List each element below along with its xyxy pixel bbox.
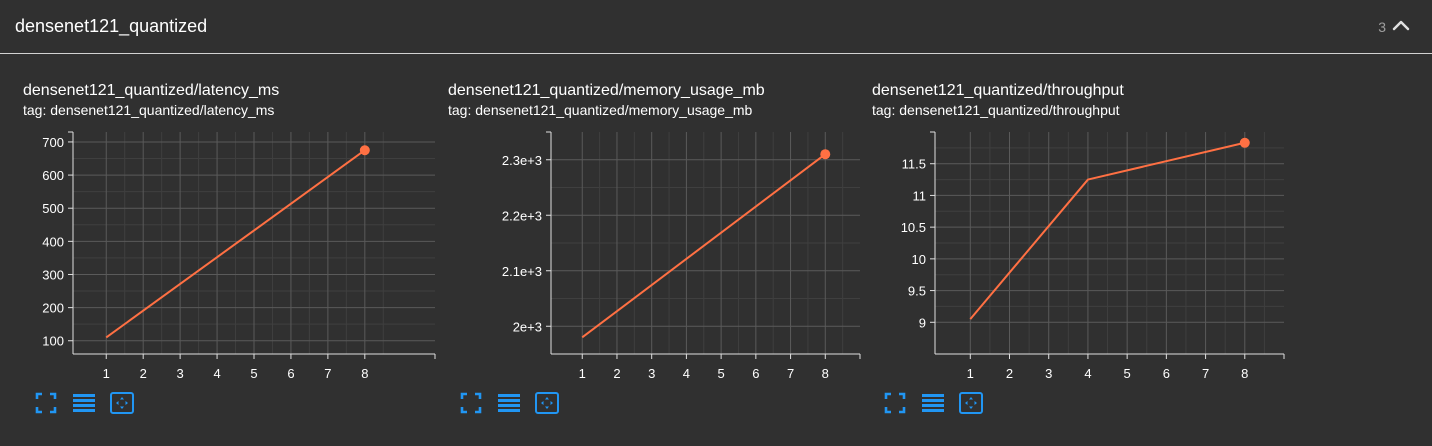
chart-latency: 100 200 300 400 500 600 700 1 2 3 4 5 6 7 8	[42, 131, 436, 381]
x-tick-label: 3	[648, 366, 655, 381]
x-tick-label: 1	[579, 366, 586, 381]
y-tick-label: 2.1e+3	[502, 264, 542, 279]
x-tick-label: 6	[1163, 366, 1170, 381]
y-tick-label: 2e+3	[513, 319, 542, 334]
x-tick-label: 2	[1006, 366, 1013, 381]
fit-domain-icon[interactable]	[109, 390, 135, 416]
chart-memory-usage: 2e+3 2.1e+3 2.2e+3 2.3e+3 1 2 3 4 5 6 7 8	[502, 131, 861, 381]
chart-card-latency: densenet121_quantized/latency_ms tag: de…	[23, 60, 443, 420]
series-line	[105, 149, 366, 339]
x-tick-label: 7	[787, 366, 794, 381]
x-tick-label: 3	[1045, 366, 1052, 381]
data-table-icon[interactable]	[71, 390, 97, 416]
card-tag: tag: densenet121_quantized/throughput	[872, 102, 1120, 118]
chevron-up-icon[interactable]	[1390, 15, 1412, 37]
series-line	[969, 141, 1246, 320]
fullscreen-icon[interactable]	[458, 390, 484, 416]
series-last-point[interactable]	[820, 149, 831, 160]
y-tick-label: 500	[42, 201, 64, 216]
y-tick-label: 11	[913, 188, 927, 203]
x-tick-label: 4	[683, 366, 690, 381]
chart-card-throughput: densenet121_quantized/throughput tag: de…	[872, 60, 1292, 420]
x-tick-label: 8	[822, 366, 829, 381]
y-tick-label: 9.5	[908, 284, 926, 299]
y-tick-label: 400	[42, 234, 64, 249]
card-title: densenet121_quantized/memory_usage_mb	[448, 82, 765, 99]
y-tick-label: 200	[42, 301, 64, 316]
data-table-icon[interactable]	[496, 390, 522, 416]
y-tick-label: 600	[42, 168, 64, 183]
card-title: densenet121_quantized/latency_ms	[23, 82, 280, 99]
x-tick-label: 5	[250, 366, 257, 381]
y-tick-label: 9	[919, 315, 926, 330]
x-tick-label: 8	[1241, 366, 1248, 381]
data-table-icon[interactable]	[920, 390, 946, 416]
group-title: densenet121_quantized	[15, 16, 208, 36]
x-tick-label: 5	[1124, 366, 1131, 381]
x-tick-label: 3	[177, 366, 184, 381]
x-tick-label: 1	[967, 366, 974, 381]
fit-domain-icon[interactable]	[534, 390, 560, 416]
series-last-point[interactable]	[359, 145, 370, 156]
x-tick-label: 4	[213, 366, 220, 381]
card-tag: tag: densenet121_quantized/latency_ms	[23, 102, 275, 118]
x-tick-label: 1	[103, 366, 110, 381]
y-tick-label: 11.5	[902, 157, 926, 172]
x-tick-label: 7	[324, 366, 331, 381]
card-tag: tag: densenet121_quantized/memory_usage_…	[448, 102, 753, 118]
x-tick-label: 2	[613, 366, 620, 381]
x-tick-label: 7	[1202, 366, 1209, 381]
x-tick-label: 5	[718, 366, 725, 381]
fit-domain-icon[interactable]	[958, 390, 984, 416]
fullscreen-icon[interactable]	[33, 390, 59, 416]
y-tick-label: 700	[42, 135, 64, 150]
y-tick-label: 10	[912, 252, 926, 267]
card-title: densenet121_quantized/throughput	[872, 82, 1124, 99]
x-tick-label: 4	[1084, 366, 1091, 381]
x-tick-label: 8	[361, 366, 368, 381]
y-tick-label: 10.5	[901, 220, 926, 235]
y-tick-label: 2.3e+3	[502, 153, 542, 168]
x-tick-label: 6	[752, 366, 759, 381]
series-line	[581, 153, 826, 339]
chart-throughput: 9 9.5 10 10.5 11 11.5 1 2 3 4 5 6 7 8	[901, 131, 1285, 381]
x-tick-label: 6	[287, 366, 294, 381]
y-tick-label: 100	[42, 334, 64, 349]
series-last-point[interactable]	[1239, 137, 1250, 148]
group-card-count: 3	[1378, 19, 1386, 35]
y-tick-label: 300	[42, 267, 64, 282]
x-tick-label: 2	[140, 366, 147, 381]
y-tick-label: 2.2e+3	[502, 208, 542, 223]
fullscreen-icon[interactable]	[882, 390, 908, 416]
chart-card-memory-usage: densenet121_quantized/memory_usage_mb ta…	[448, 60, 868, 420]
group-header: densenet121_quantized 3	[0, 0, 1432, 54]
